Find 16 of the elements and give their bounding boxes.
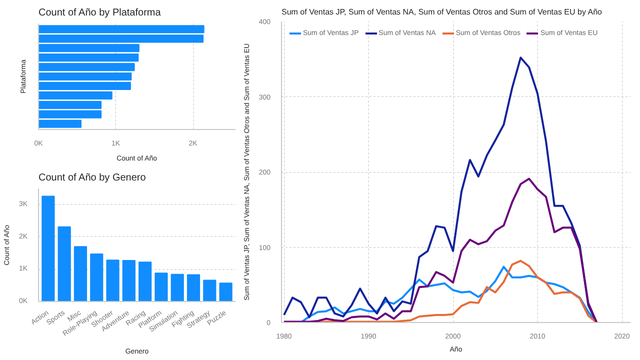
- bar: [58, 226, 71, 302]
- bar: [90, 254, 104, 302]
- bar: [170, 274, 184, 302]
- bar: [186, 274, 200, 302]
- bar: [138, 262, 152, 302]
- chart-title: Count of Año by Genero: [38, 172, 146, 184]
- bar: [122, 260, 136, 302]
- bar: [74, 246, 88, 302]
- bar: [42, 196, 55, 302]
- chart-title: Sum of Ventas JP, Sum of Ventas NA, Sum of Ventas Otros and Sum of Ventas EU by Año: [282, 8, 603, 16]
- line-series: [283, 178, 598, 322]
- bar: [219, 282, 232, 302]
- bar: [203, 280, 216, 302]
- bar: [154, 272, 168, 302]
- chart-title: Count of Año by Plataforma: [38, 8, 162, 18]
- bar: [106, 260, 120, 302]
